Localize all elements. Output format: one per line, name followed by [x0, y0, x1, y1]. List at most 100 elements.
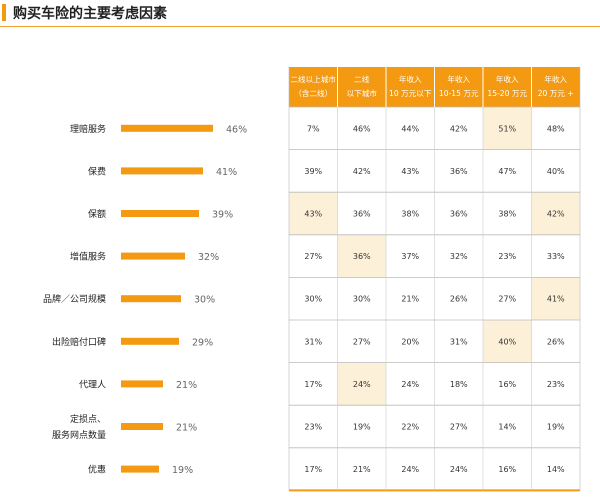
category-label: 保费 — [88, 165, 106, 177]
category-label: 出险赔付口碑 — [52, 336, 106, 348]
highlight-cell — [483, 320, 532, 363]
table-cell: 36% — [353, 210, 371, 219]
table-header-label: 二线以上城市 — [290, 74, 336, 84]
bar — [121, 465, 159, 473]
bar — [121, 210, 199, 217]
table-cell: 36% — [353, 252, 371, 261]
table-cell: 51% — [498, 124, 516, 133]
table-cell: 16% — [498, 465, 516, 474]
table-cell: 42% — [547, 210, 565, 219]
table-cell: 23% — [498, 252, 516, 261]
highlight-cell — [531, 192, 580, 235]
category-label: 理赔服务 — [70, 123, 106, 135]
highlight-cell — [531, 277, 580, 320]
value-label: 39% — [212, 210, 233, 221]
table-cell: 16% — [498, 380, 516, 389]
table-cell: 30% — [353, 295, 371, 304]
table-cell: 31% — [304, 337, 322, 346]
table-header-label: （含二线） — [294, 88, 332, 98]
table-cell: 24% — [401, 465, 419, 474]
value-label: 21% — [176, 423, 197, 434]
category-label: 品牌／公司规模 — [43, 293, 106, 305]
table-cell: 7% — [307, 124, 320, 133]
bar — [121, 124, 213, 132]
table-cell: 14% — [498, 423, 516, 432]
category-label: 保额 — [88, 208, 106, 220]
table-cell: 40% — [498, 337, 516, 346]
table-cell: 37% — [401, 252, 419, 261]
table-header-label: 年收入 — [447, 74, 470, 84]
table-cell: 36% — [450, 167, 468, 176]
highlight-cell — [337, 362, 386, 406]
table-cell: 33% — [547, 252, 565, 261]
page-title: 购买车险的主要考虑因素 — [13, 6, 167, 22]
value-label: 19% — [172, 465, 193, 476]
category-label: 优惠 — [88, 464, 106, 476]
value-label: 30% — [194, 295, 215, 306]
table-header-label: 年收入 — [496, 74, 519, 84]
table-cell: 46% — [353, 124, 371, 133]
table-cell: 27% — [498, 295, 516, 304]
highlight-cell — [337, 234, 386, 278]
category-label: 定损点、 — [70, 413, 106, 425]
table-cell: 43% — [304, 210, 322, 219]
table-header-label: 年收入 — [399, 74, 422, 84]
title-bar: 购买车险的主要考虑因素 — [0, 0, 600, 27]
value-label: 21% — [176, 380, 197, 391]
table-cell: 36% — [450, 210, 468, 219]
table-cell: 27% — [304, 252, 322, 261]
table-cell: 38% — [401, 210, 419, 219]
table-header-label: 10-15 万元 — [439, 89, 479, 98]
table-cell: 41% — [547, 295, 565, 304]
table-cell: 17% — [304, 465, 322, 474]
table-header-label: 20 万元 + — [538, 89, 574, 98]
table-cell: 48% — [547, 124, 565, 133]
table-header-label: 年收入 — [544, 74, 567, 84]
highlight-cell — [289, 192, 338, 235]
table-cell: 42% — [450, 124, 468, 133]
table-cell: 23% — [304, 423, 322, 432]
table-cell: 40% — [547, 167, 565, 176]
value-label: 29% — [192, 337, 213, 348]
title-accent-bar — [2, 4, 6, 21]
table-cell: 32% — [450, 252, 468, 261]
table-cell: 39% — [304, 167, 322, 176]
table-cell: 19% — [547, 423, 565, 432]
table-cell: 20% — [401, 337, 419, 346]
table-cell: 26% — [547, 337, 565, 346]
bar — [121, 423, 163, 430]
table-cell: 19% — [353, 423, 371, 432]
table-cell: 24% — [353, 380, 371, 389]
bar — [121, 295, 181, 303]
table-header-label: 二线 — [354, 74, 370, 84]
table-cell: 43% — [401, 167, 419, 176]
table-cell: 44% — [401, 124, 419, 133]
table-cell: 24% — [401, 380, 419, 389]
bar — [121, 337, 179, 345]
bar — [121, 167, 203, 175]
category-label: 服务网点数量 — [52, 429, 106, 441]
table-header-label: 10 万元以下 — [389, 89, 432, 98]
table-cell: 14% — [547, 465, 565, 474]
value-label: 46% — [226, 124, 247, 135]
value-label: 32% — [198, 252, 219, 263]
table-cell: 18% — [450, 380, 468, 389]
table-cell: 21% — [353, 465, 371, 474]
table-cell: 38% — [498, 210, 516, 219]
value-label: 41% — [216, 167, 237, 178]
highlight-cell — [483, 107, 532, 150]
table-cell: 31% — [450, 337, 468, 346]
table-cell: 22% — [401, 423, 419, 432]
table-cell: 27% — [353, 337, 371, 346]
category-label: 增值服务 — [70, 251, 106, 263]
table-cell: 42% — [353, 167, 371, 176]
table-header-label: 15-20 万元 — [487, 89, 527, 98]
table-cell: 27% — [450, 423, 468, 432]
table-cell: 21% — [401, 295, 419, 304]
table-header-label: 以下城市 — [347, 88, 378, 98]
table-cell: 17% — [304, 380, 322, 389]
table-cell: 23% — [547, 380, 565, 389]
table-cell: 47% — [498, 167, 516, 176]
table-cell: 30% — [304, 295, 322, 304]
